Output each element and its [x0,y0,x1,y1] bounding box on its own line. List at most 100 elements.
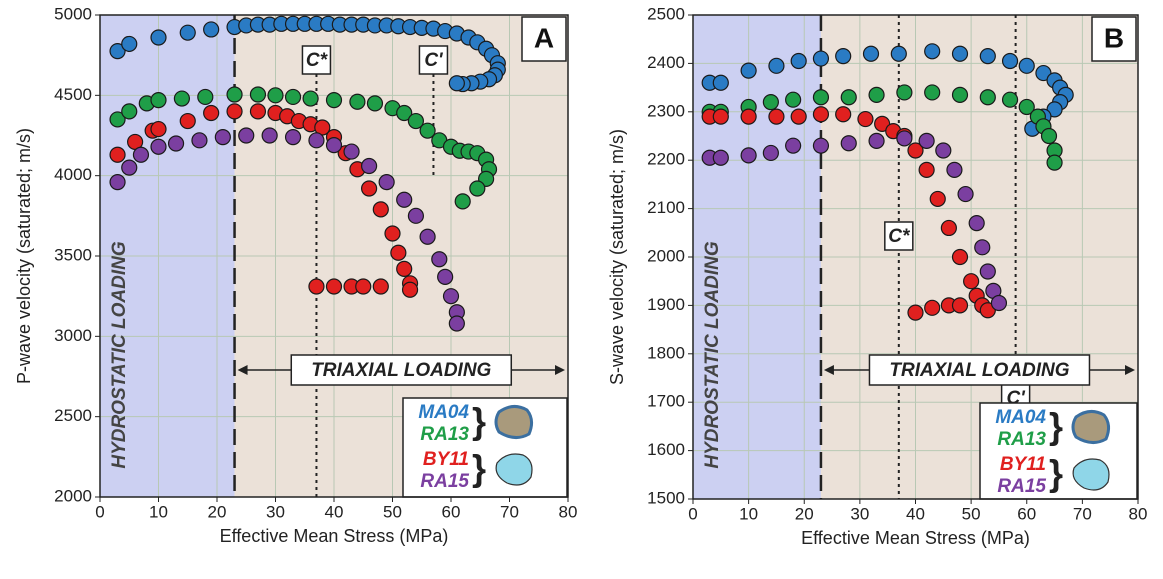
y-tick-label: 1600 [647,440,685,459]
x-tick-label: 0 [688,504,697,523]
data-point [121,35,138,53]
data-point [150,29,167,46]
triaxial-label-box [868,354,1091,386]
data-point [361,157,378,175]
marker-label-box [418,45,449,75]
data-point [226,86,243,103]
y-tick-label: 2000 [54,486,92,505]
data-point [437,268,454,285]
y-tick-label: 1500 [647,488,685,507]
data-point [762,144,779,162]
data-point [768,108,785,125]
data-point [150,92,167,109]
hydrostatic-label: HYDROSTATIC LOADING [702,241,723,469]
y-tick-label: 2400 [647,53,685,72]
legend-label: RA13 [420,424,469,445]
data-point [448,315,465,332]
data-point [226,103,243,120]
legend-label: MA04 [995,407,1046,428]
data-point [448,75,465,92]
legend-label: MA04 [418,402,469,423]
data-point [762,94,779,111]
x-tick-label: 70 [500,502,519,521]
data-point [284,129,302,146]
data-point [1018,98,1035,116]
data-point [238,127,255,144]
legend-label: BY11 [1000,454,1046,475]
legend-box [402,397,568,498]
x-tick-label: 60 [1017,504,1036,523]
x-tick-label: 40 [906,504,925,523]
y-tick-label: 1700 [647,392,685,411]
data-point [740,62,757,79]
data-point [469,180,486,197]
x-tick-label: 50 [383,502,402,521]
data-point [785,91,802,108]
data-point [179,24,196,41]
data-point [979,302,996,319]
data-point [868,86,885,103]
data-point [454,193,471,210]
data-point [396,191,413,208]
data-point [951,297,969,314]
x-tick-label: 20 [208,502,227,521]
legend-label: BY11 [423,449,469,470]
panel-label-box [1091,16,1137,62]
data-point [366,95,384,112]
data-point [390,244,407,261]
data-point [963,273,980,290]
data-point [325,137,343,154]
panel-label-box [521,16,567,62]
data-point [740,108,757,125]
grain-icon [495,453,533,486]
data-point [1018,57,1035,74]
x-tick-label: 40 [325,502,344,521]
data-point [862,45,880,62]
panel-label: B [1104,22,1124,53]
y-tick-label: 2100 [647,198,685,217]
data-point [979,89,996,106]
data-point [214,129,231,146]
data-point [835,106,852,123]
data-point [918,132,935,149]
y-axis-label: S-wave velocity (saturated; m/s) [607,129,627,385]
data-point [951,248,969,266]
data-point [951,45,969,62]
grain-icon [1071,410,1111,444]
data-point [191,132,208,149]
data-point [349,93,366,110]
data-point [890,45,907,62]
data-point [407,112,424,130]
data-point [1001,52,1019,70]
panel-label: A [534,22,554,53]
data-point [1046,101,1063,118]
y-axis-label: P-wave velocity (saturated; m/s) [14,128,34,384]
x-tick-label: 0 [95,502,104,521]
data-point [712,108,729,125]
y-tick-label: 1900 [647,295,685,314]
grain-icon [494,405,534,439]
x-tick-label: 50 [962,504,981,523]
data-point [840,89,857,106]
data-point [401,281,419,298]
x-axis-label: Effective Mean Stress (MPa) [220,526,449,546]
marker-label: C* [888,226,911,247]
data-point [979,48,996,65]
y-tick-label: 2000 [647,246,685,265]
data-point [284,88,302,106]
data-point [935,142,952,159]
data-point [249,103,267,120]
data-point [812,89,830,106]
legend-brace: } [1049,453,1063,494]
y-tick-label: 5000 [54,4,92,23]
data-point [308,132,325,149]
data-point [785,137,802,154]
y-tick-label: 2500 [54,406,92,425]
y-tick-label: 4000 [54,165,92,184]
y-tick-label: 2500 [647,4,685,23]
data-point [355,278,372,295]
data-point [121,159,138,176]
data-point [1046,154,1063,171]
triaxial-label-box [290,354,513,386]
data-point [150,120,167,138]
